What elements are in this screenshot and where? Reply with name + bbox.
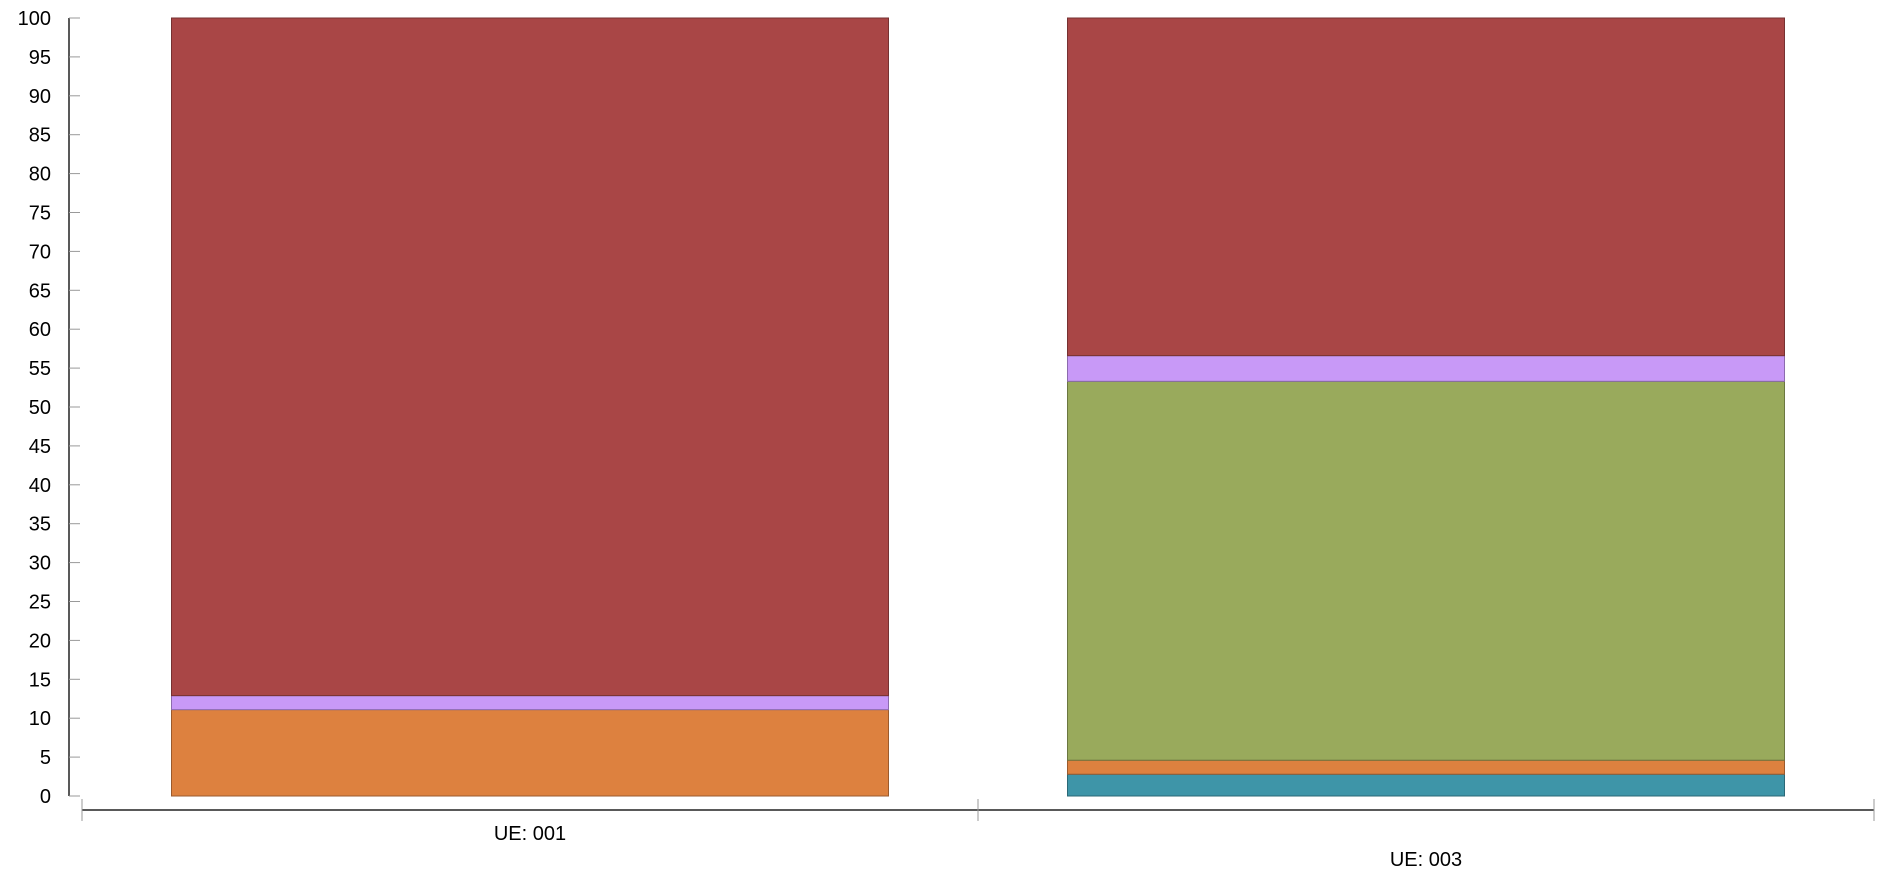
y-tick-label: 85 [29, 125, 51, 147]
y-tick-label: 60 [29, 319, 51, 341]
y-tick-label: 30 [29, 553, 51, 575]
y-tick-label: 20 [29, 630, 51, 652]
x-category-label: UE: 003 [1390, 849, 1462, 871]
bar-segment [1067, 17, 1785, 357]
y-tick-label: 35 [29, 514, 51, 536]
bar-segment [1067, 380, 1785, 761]
y-tick-label: 50 [29, 397, 51, 419]
y-tick-label: 45 [29, 436, 51, 458]
y-tick-label: 80 [29, 164, 51, 186]
y-tick-label: 5 [40, 747, 51, 769]
x-axis: UE: 001 UE: 003 [81, 799, 1875, 871]
y-axis: 0 5 10 15 20 25 30 35 40 45 50 55 60 65 70 75 80 85 90 95 10… [18, 8, 80, 808]
bar-segment [1067, 355, 1785, 382]
y-tick-label: 95 [29, 47, 51, 69]
y-tick-label: 100 [18, 8, 51, 30]
y-tick-label: 65 [29, 280, 51, 302]
bar-segment [1067, 759, 1785, 775]
bar-segment [1067, 773, 1785, 797]
y-tick-label: 15 [29, 669, 51, 691]
bar-segment [171, 695, 889, 711]
y-tick-label: 0 [40, 786, 51, 808]
bar-segment [171, 17, 889, 697]
y-tick-label: 90 [29, 86, 51, 108]
x-category-label: UE: 001 [494, 823, 566, 845]
y-tick-label: 25 [29, 592, 51, 614]
y-tick-label: 55 [29, 358, 51, 380]
bars-group [171, 17, 1785, 797]
y-tick-label: 40 [29, 475, 51, 497]
y-tick-label: 10 [29, 708, 51, 730]
y-tick-label: 75 [29, 203, 51, 225]
bar-segment [171, 709, 889, 797]
y-tick-label: 70 [29, 241, 51, 263]
